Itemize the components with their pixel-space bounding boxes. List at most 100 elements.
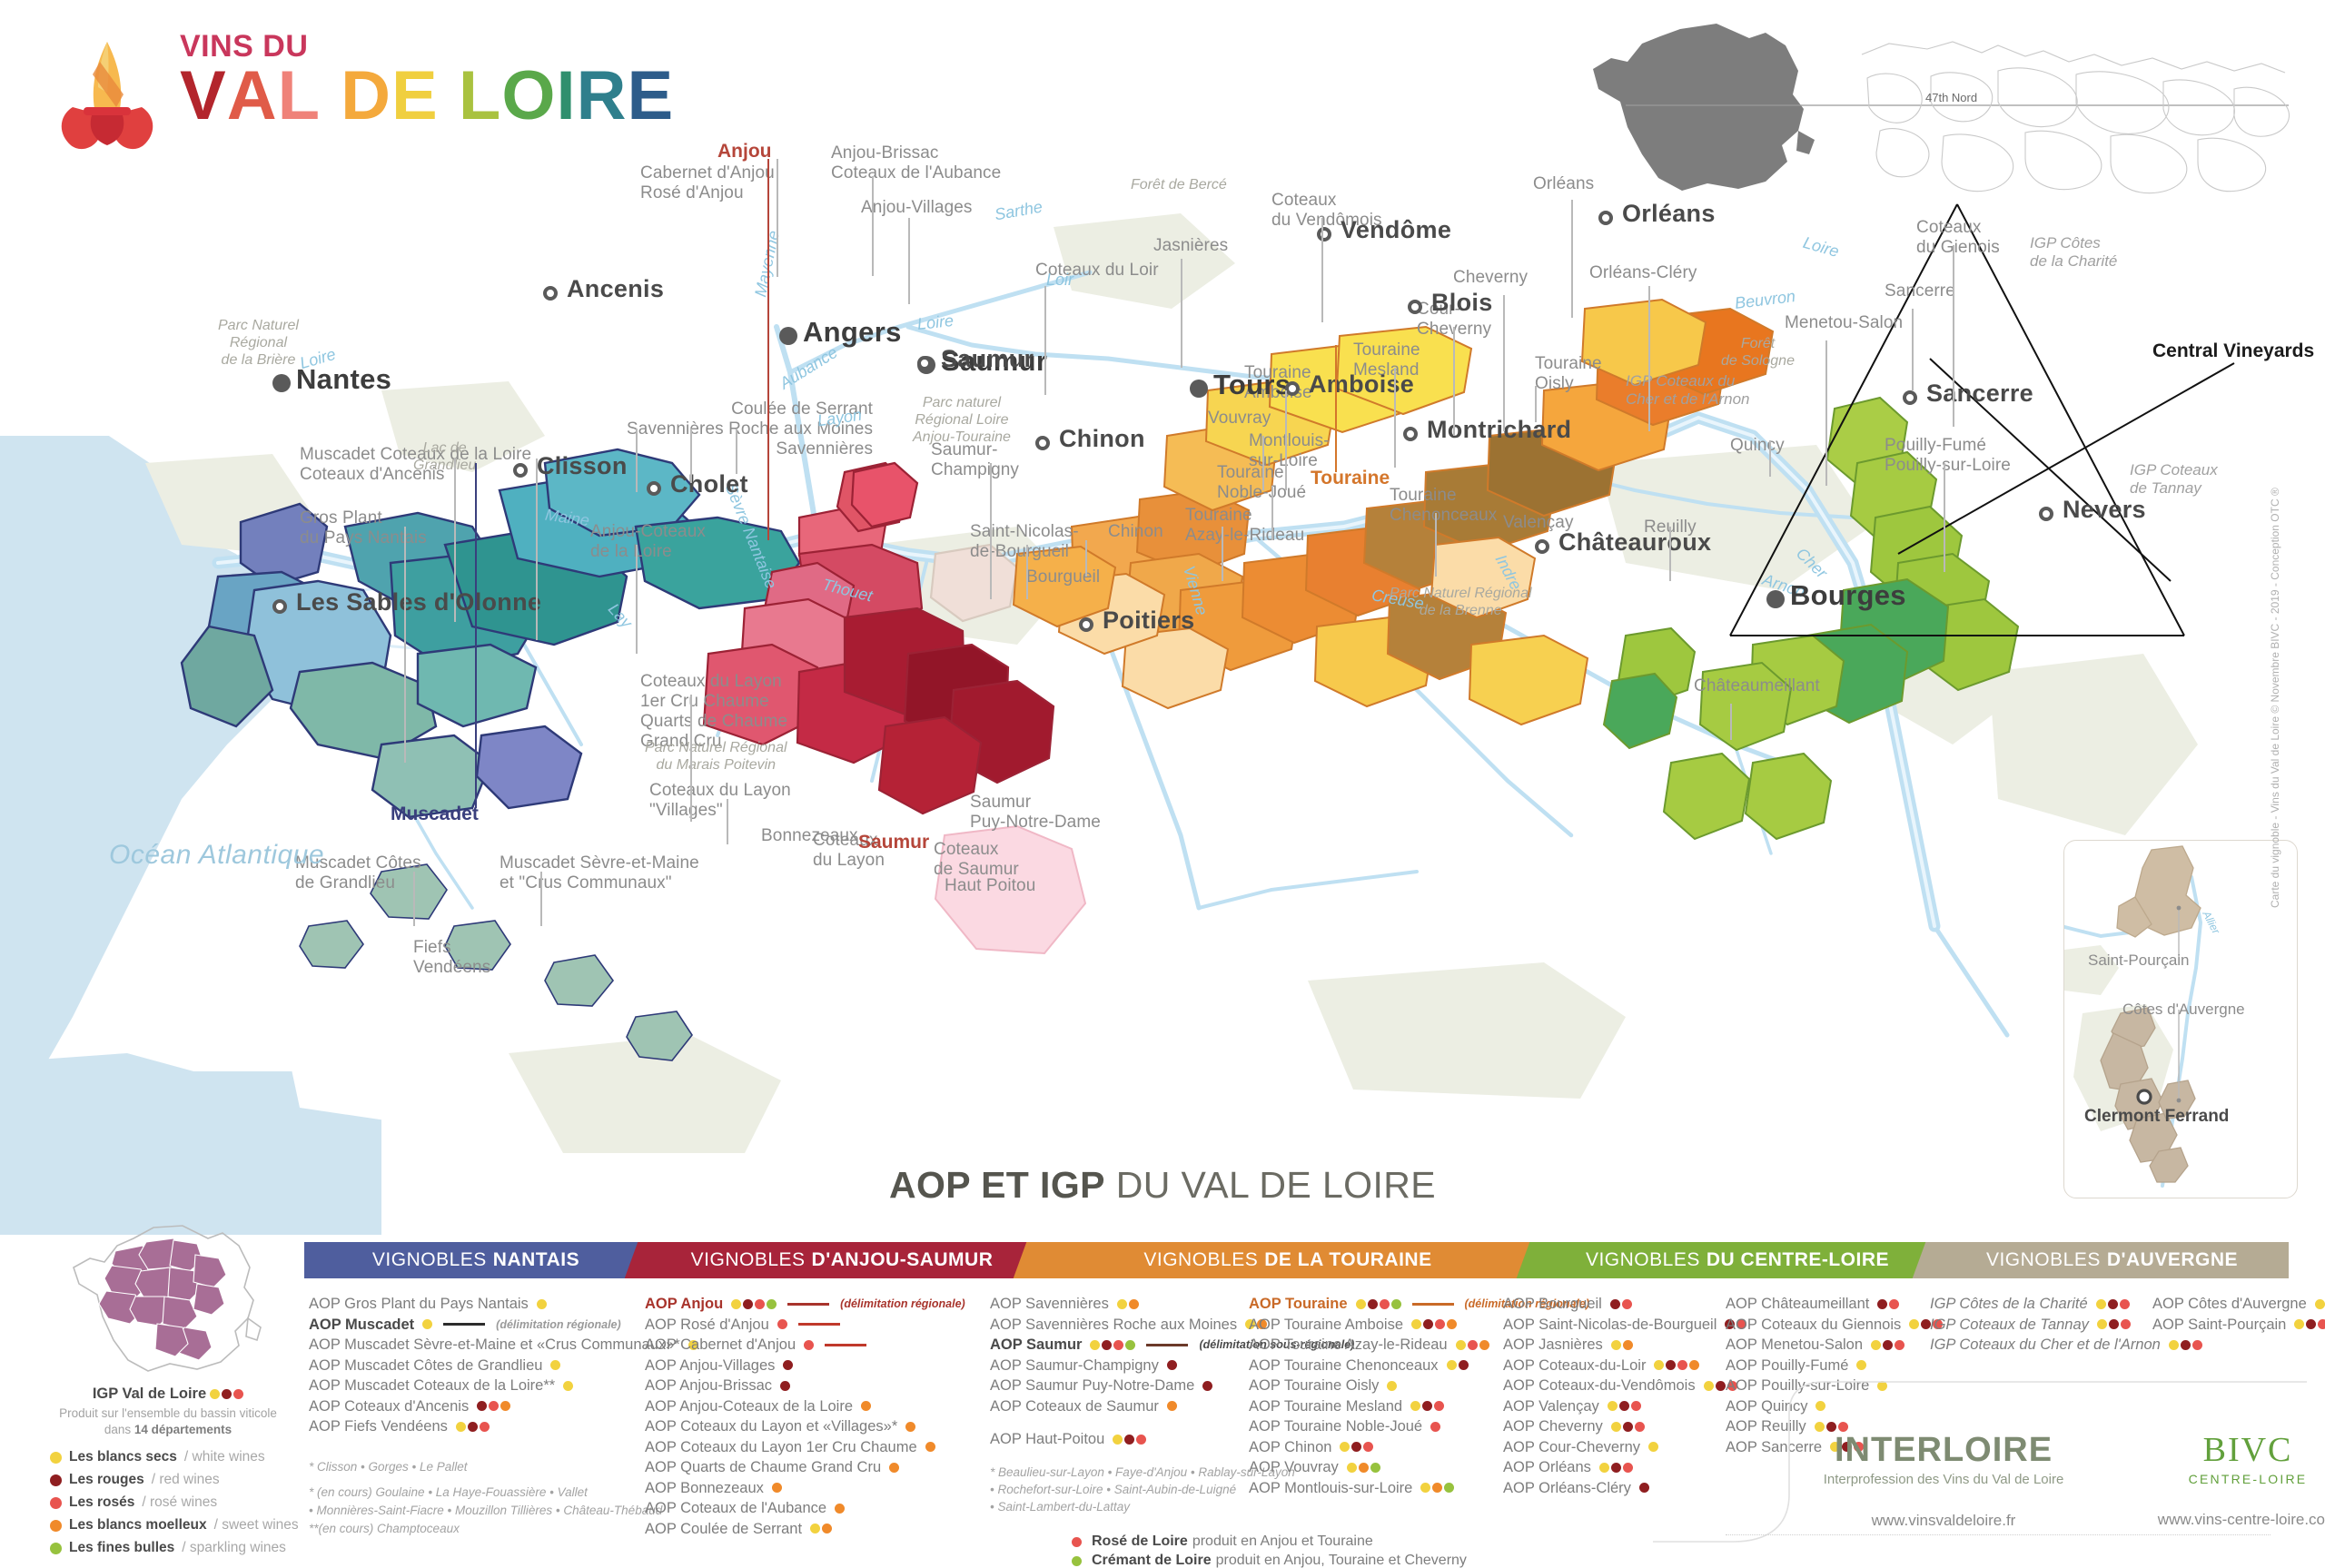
page-title-bold: AOP ET IGP [888,1164,1105,1206]
wine-dot-red [1351,1442,1362,1453]
natural-area-label: Forêt de Sologne [1721,336,1795,369]
wine-type-dots [1420,1483,1455,1494]
map-region-label: Coteaux du Layon [813,831,885,871]
wine-dot-white [1420,1483,1431,1494]
wine-type-dots [1116,1298,1139,1309]
wine-type-dots [2294,1319,2325,1330]
wine-type-key: IGP Val de Loire Produit sur l'ensemble … [41,1224,299,1555]
wine-type-name-fr: Les fines bulles [69,1540,175,1555]
interloire-logo-block: INTERLOIRE Interprofession des Vins du V… [1780,1433,2107,1530]
label-leader-line [1321,218,1323,322]
touraine-delimitation-leader [1335,345,1337,472]
delimitation-caption: (délimitation régionale) [496,1317,621,1331]
label-leader-line [1026,545,1028,599]
wine-dot-sweet [1479,1339,1489,1350]
legend-band-name: NANTAIS [492,1249,580,1270]
map-region-label: Cheverny [1453,268,1529,287]
natural-area-label: Parc Naturel Régional de la Brenne [1390,586,1532,618]
wine-type-dots [804,1339,815,1350]
wine-dot-sweet [905,1421,916,1432]
city-label: Châteauroux [1558,528,1712,556]
wine-type-dots [1090,1339,1136,1350]
interloire-url[interactable]: www.vinsvaldeloire.fr [1871,1512,2016,1529]
wine-dot-red [1124,1434,1135,1445]
appellation-row: AOP Savennières [990,1297,1139,1312]
wine-type-dots [1877,1298,1900,1309]
appellation-row: AOP Anjou (délimitation régionale) [645,1297,965,1312]
wine-type-name-en: / sweet wines [213,1517,299,1533]
label-leader-line [990,463,992,599]
cross-regional-row: Rosé de Loire produit en Anjou et Tourai… [1072,1534,1373,1549]
wine-dot-white [1090,1339,1101,1350]
map-region-label: Cabernet d'Anjou Rosé d'Anjou [640,163,775,203]
delimitation-line [1146,1343,1189,1346]
legend-band-prefix: VIGNOBLES [1585,1249,1700,1270]
appellation-row: AOP Saumur-Champigny [990,1357,1177,1374]
france-silhouette-icon [1593,24,1815,191]
wine-type-dots [1598,1462,1633,1473]
wine-dot-white [1455,1339,1466,1350]
map-region-label: Orléans-Cléry [1589,263,1697,282]
map-region-label: Coteaux du Loir [1035,261,1159,280]
wine-dot-white [1610,1421,1621,1432]
wine-dot-sparkling [50,1542,62,1554]
wine-type-dots [780,1380,791,1391]
page-title-rest: DU VAL DE LOIRE [1115,1164,1437,1206]
map-region-label: Coteaux du Gienois [1916,218,2000,258]
wine-dot-red [1102,1339,1113,1350]
wine-type-dots [771,1483,782,1494]
wine-type-name-fr: Les blancs secs [69,1449,177,1464]
key-sub-line2-pre: dans [104,1422,134,1436]
appellation-name: AOP Orléans-Cléry [1503,1479,1631,1496]
appellation-name: AOP Cabernet d'Anjou [645,1336,796,1353]
delimitation-caption: (délimitation régionale) [840,1297,965,1310]
cross-regional-name: Crémant de Loire [1092,1553,1212,1568]
legend-band-name: DU CENTRE-LOIRE [1706,1249,1890,1270]
wine-dot-rose [755,1298,766,1309]
wine-dot-white [2095,1298,2106,1309]
natural-area-label: Parc naturel Régional Loire Anjou-Tourai… [913,395,1011,445]
wine-type-dots [1856,1360,1867,1371]
wine-type-dots [1830,1442,1865,1453]
map-region-label: Anjou [717,141,772,162]
appellation-name: AOP Touraine Amboise [1249,1316,1403,1333]
logo-letter: O [501,57,557,134]
appellation-name: AOP Savennières Roche aux Moines [990,1316,1238,1333]
wine-dot-white [1654,1360,1665,1371]
map-region-label: Saumur- Champigny [931,440,1020,480]
wine-type-name-en: / rosé wines [142,1494,218,1510]
wine-dot-rose [1634,1421,1645,1432]
wine-dot-sparkling [1370,1462,1380,1473]
appellation-name: AOP Coteaux-du-Vendômois [1503,1377,1696,1394]
appellation-name: AOP Touraine Chenonceaux [1249,1356,1439,1374]
wine-dot-white [1113,1434,1123,1445]
bivc-url[interactable]: www.vins-centre-loire.com [2157,1511,2325,1528]
label-leader-line [736,429,737,474]
city-label: Chinon [1059,425,1145,452]
wine-dot-red [467,1421,478,1432]
appellation-name: AOP Reuilly [1726,1418,1806,1435]
appellation-row: AOP Coteaux d'Ancenis [309,1398,511,1415]
wine-type-dots [1610,1339,1633,1350]
key-sub-line2-bold: 14 départements [134,1422,232,1436]
wine-dot-white [1703,1380,1714,1391]
world-outline-icon [1861,41,2290,194]
appellation-row: AOP Anjou-Villages [645,1357,794,1374]
label-leader-line [1825,340,1827,486]
label-leader-line [1669,527,1671,581]
legend-band-name: D'AUVERGNE [2106,1249,2239,1270]
city-label: Nevers [2063,496,2146,523]
wine-dot-white [1340,1442,1350,1453]
wine-dot-rose [1136,1434,1147,1445]
logo-line-vins-du: VINS DU [180,29,309,64]
wine-dot-sparkling [1444,1483,1455,1494]
appellation-row: AOP Touraine Azay-le-Rideau [1249,1337,1489,1353]
appellation-row: AOP Saint-Pourçain [2152,1317,2325,1333]
igp-region-label: IGP Coteaux de Tannay [2130,461,2218,498]
appellation-row: AOP Cheverny [1503,1419,1645,1435]
central-vineyards-label: Central Vineyards [2152,340,2315,361]
wine-dot-red [1725,1319,1736,1330]
wine-dot-white [1877,1380,1888,1391]
wine-type-dots [810,1524,833,1534]
city-marker [1035,436,1050,450]
